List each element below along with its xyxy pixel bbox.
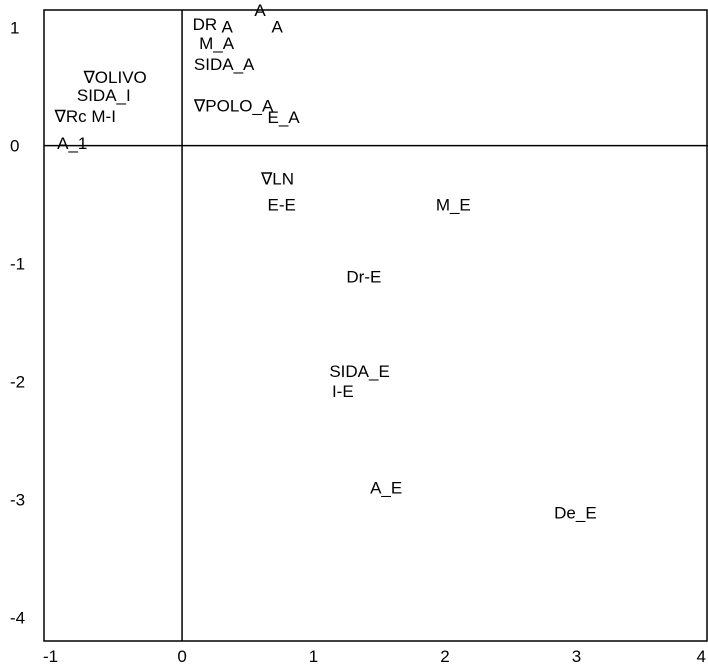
y-tick-label: -3	[10, 490, 25, 509]
point-label: ∇POLO_A	[193, 96, 274, 115]
point-label: E_A	[268, 108, 301, 127]
point-label: M_E	[436, 196, 471, 215]
point-label: I-E	[332, 382, 354, 401]
point-label: ∇Rc M-I	[54, 107, 116, 126]
point-label: A	[222, 17, 234, 36]
point-label: A_1	[57, 134, 87, 153]
point-label: M_A	[199, 34, 235, 53]
x-tick-label: -1	[43, 647, 58, 666]
y-tick-label: 0	[10, 137, 19, 156]
point-label: ∇LN	[260, 170, 294, 189]
point-label: Dr-E	[346, 267, 381, 286]
point-label: E-E	[268, 196, 296, 215]
point-label: SIDA_I	[77, 86, 131, 105]
point-label: A	[271, 17, 283, 36]
x-tick-label: 4	[697, 647, 706, 666]
x-tick-label: 0	[177, 647, 186, 666]
x-tick-label: 2	[440, 647, 449, 666]
point-label: SIDA_E	[329, 362, 389, 381]
point-label: De_E	[554, 503, 597, 522]
tick-labels: -1 0 1 2 3 4 1 0 -1 -2 -3 -4	[10, 19, 706, 666]
point-label: A_E	[370, 479, 402, 498]
point-label: A	[254, 1, 266, 20]
point-label: DR	[193, 15, 218, 34]
x-tick-label: 1	[309, 647, 318, 666]
y-tick-label: -4	[10, 608, 25, 627]
y-tick-label: -2	[10, 373, 25, 392]
axes	[43, 9, 708, 642]
y-tick-label: 1	[10, 19, 19, 38]
plot-frame	[43, 9, 708, 642]
x-tick-label: 3	[572, 647, 581, 666]
point-label: SIDA_A	[194, 55, 255, 74]
y-tick-label: -1	[10, 255, 25, 274]
point-label: ∇OLIVO	[82, 68, 146, 87]
